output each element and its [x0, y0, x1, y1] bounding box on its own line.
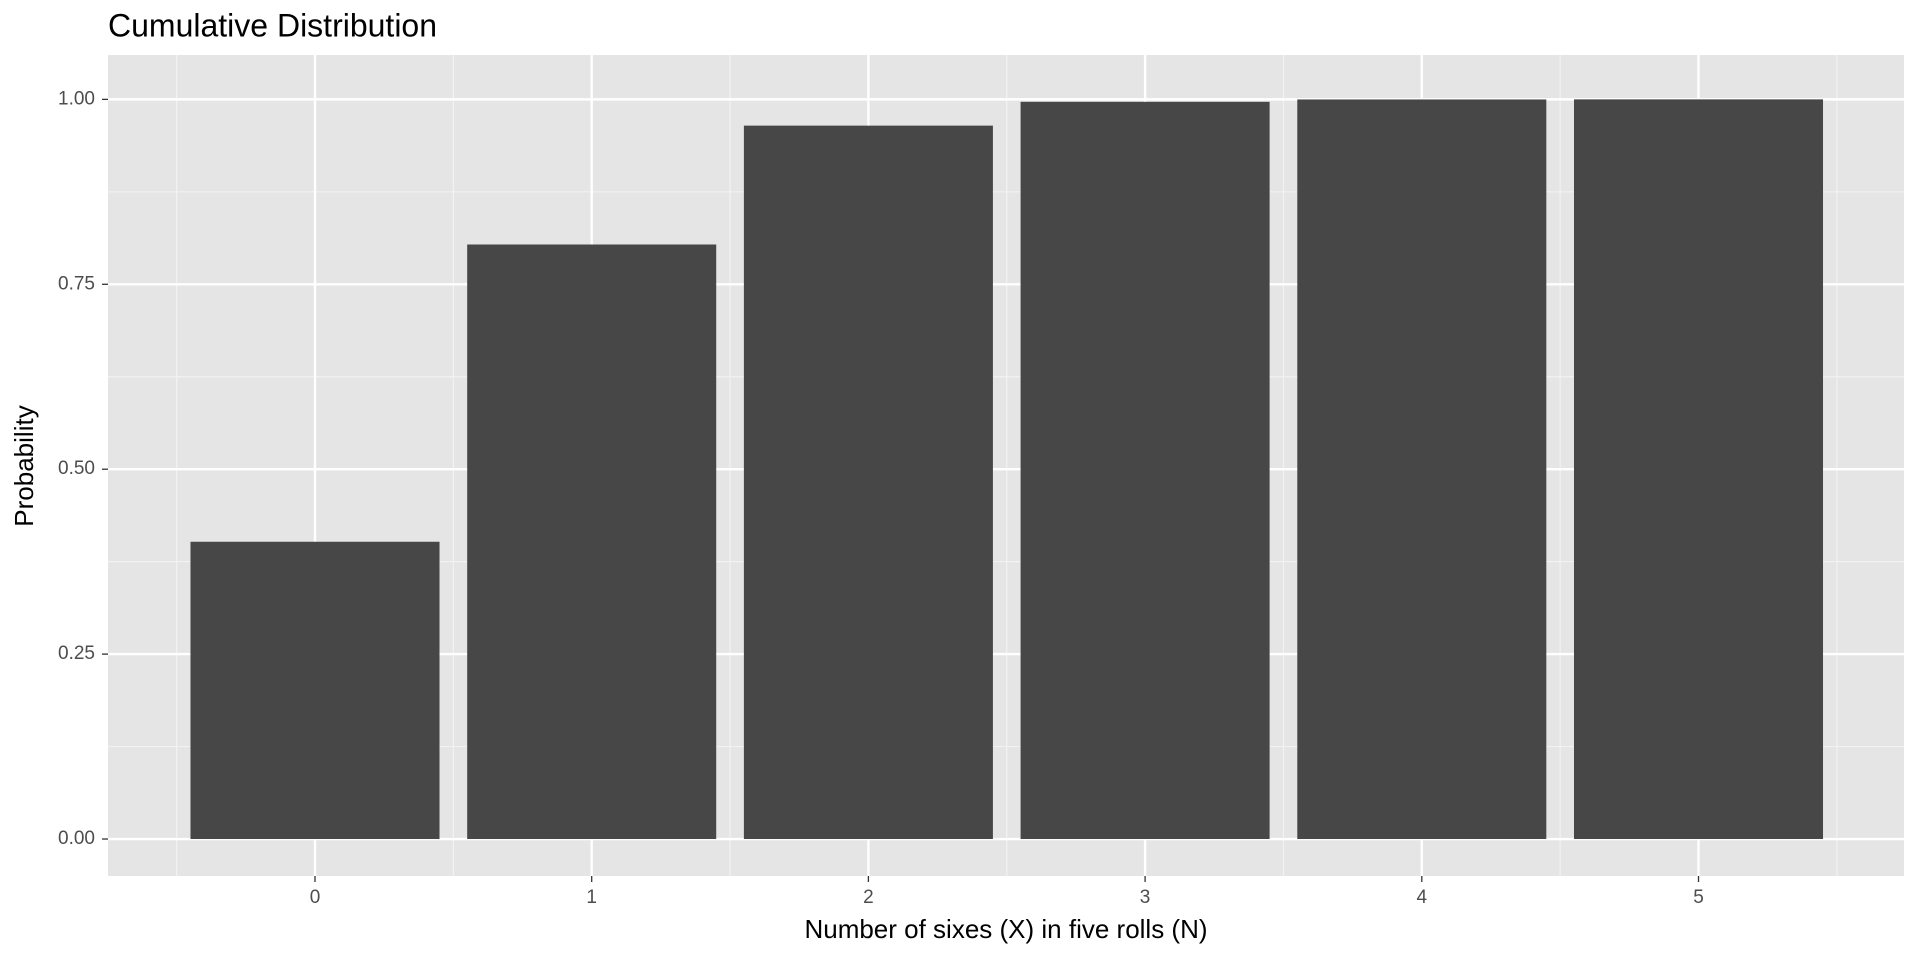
bar: [1573, 99, 1824, 840]
x-tick-label: 3: [1140, 887, 1151, 908]
bar: [190, 541, 440, 840]
y-tick-label: 0.25: [58, 643, 95, 664]
x-axis-title: Number of sixes (X) in five rolls (N): [804, 914, 1207, 944]
x-tick-label: 1: [586, 887, 597, 908]
x-tick-label: 2: [863, 887, 874, 908]
bar: [1297, 99, 1547, 840]
bar: [743, 125, 993, 840]
bar: [467, 244, 717, 840]
x-tick-label: 0: [310, 887, 321, 908]
y-tick-label: 1.00: [58, 88, 95, 109]
y-tick-label: 0.50: [58, 458, 95, 479]
chart-title: Cumulative Distribution: [108, 7, 437, 43]
x-tick-label: 4: [1417, 887, 1428, 908]
y-axis-title: Probability: [9, 405, 39, 526]
y-tick-label: 0.75: [58, 273, 95, 294]
x-tick-label: 5: [1693, 887, 1704, 908]
y-tick-label: 0.00: [58, 828, 95, 849]
bar: [1020, 101, 1270, 840]
